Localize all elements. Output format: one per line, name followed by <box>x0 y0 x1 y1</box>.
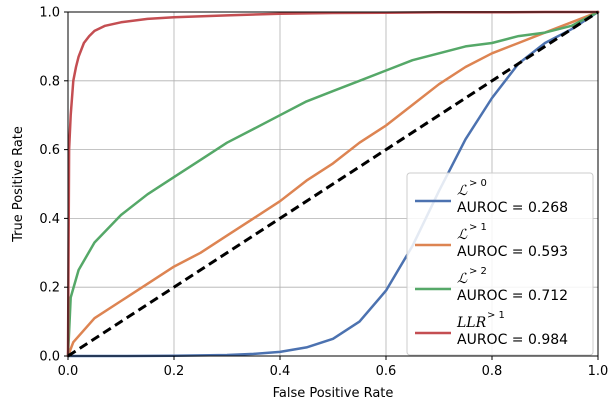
legend-series-name: ℒ <box>457 227 468 243</box>
x-axis-label: False Positive Rate <box>273 386 394 401</box>
legend-auroc-label: AUROC = 0.268 <box>457 200 568 216</box>
y-axis: 0.0 0.2 0.4 0.6 0.8 1.0 <box>39 6 68 365</box>
x-tick-label: 0.6 <box>376 364 397 379</box>
legend-series-name: LLR <box>456 315 487 331</box>
x-tick-label: 0.4 <box>270 364 291 379</box>
legend-series-superscript: > 1 <box>487 310 505 321</box>
legend-auroc-label: AUROC = 0.593 <box>457 244 568 260</box>
x-axis: 0.0 0.2 0.4 0.6 0.8 1.0 <box>58 356 609 379</box>
y-tick-label: 0.0 <box>39 350 60 365</box>
plot-area <box>66 10 600 358</box>
y-tick-label: 0.4 <box>39 212 60 227</box>
y-tick-label: 0.2 <box>39 281 60 296</box>
y-tick-label: 0.6 <box>39 143 60 158</box>
legend-series-superscript: > 2 <box>469 266 487 277</box>
y-tick-label: 1.0 <box>39 6 60 21</box>
legend-series-name: ℒ <box>457 271 468 287</box>
x-tick-label: 0.2 <box>164 364 185 379</box>
x-tick-label: 1.0 <box>588 364 609 379</box>
legend-box <box>406 172 594 356</box>
legend-series-superscript: > 0 <box>469 178 487 189</box>
series-line-1 <box>66 10 600 358</box>
diagonal-reference-line <box>67 10 599 358</box>
legend-series-name: ℒ <box>457 183 468 199</box>
legend-series-superscript: > 1 <box>469 222 487 233</box>
series-line-0 <box>66 10 600 358</box>
x-tick-label: 0.8 <box>482 364 503 379</box>
legend-auroc-label: AUROC = 0.984 <box>457 332 568 348</box>
x-tick-label: 0.0 <box>58 364 79 379</box>
y-axis-label: True Positive Rate <box>11 126 26 243</box>
legend-auroc-label: AUROC = 0.712 <box>457 288 568 304</box>
plot-frame <box>67 11 599 357</box>
y-tick-label: 0.8 <box>39 74 60 89</box>
series-line-2 <box>66 10 600 358</box>
